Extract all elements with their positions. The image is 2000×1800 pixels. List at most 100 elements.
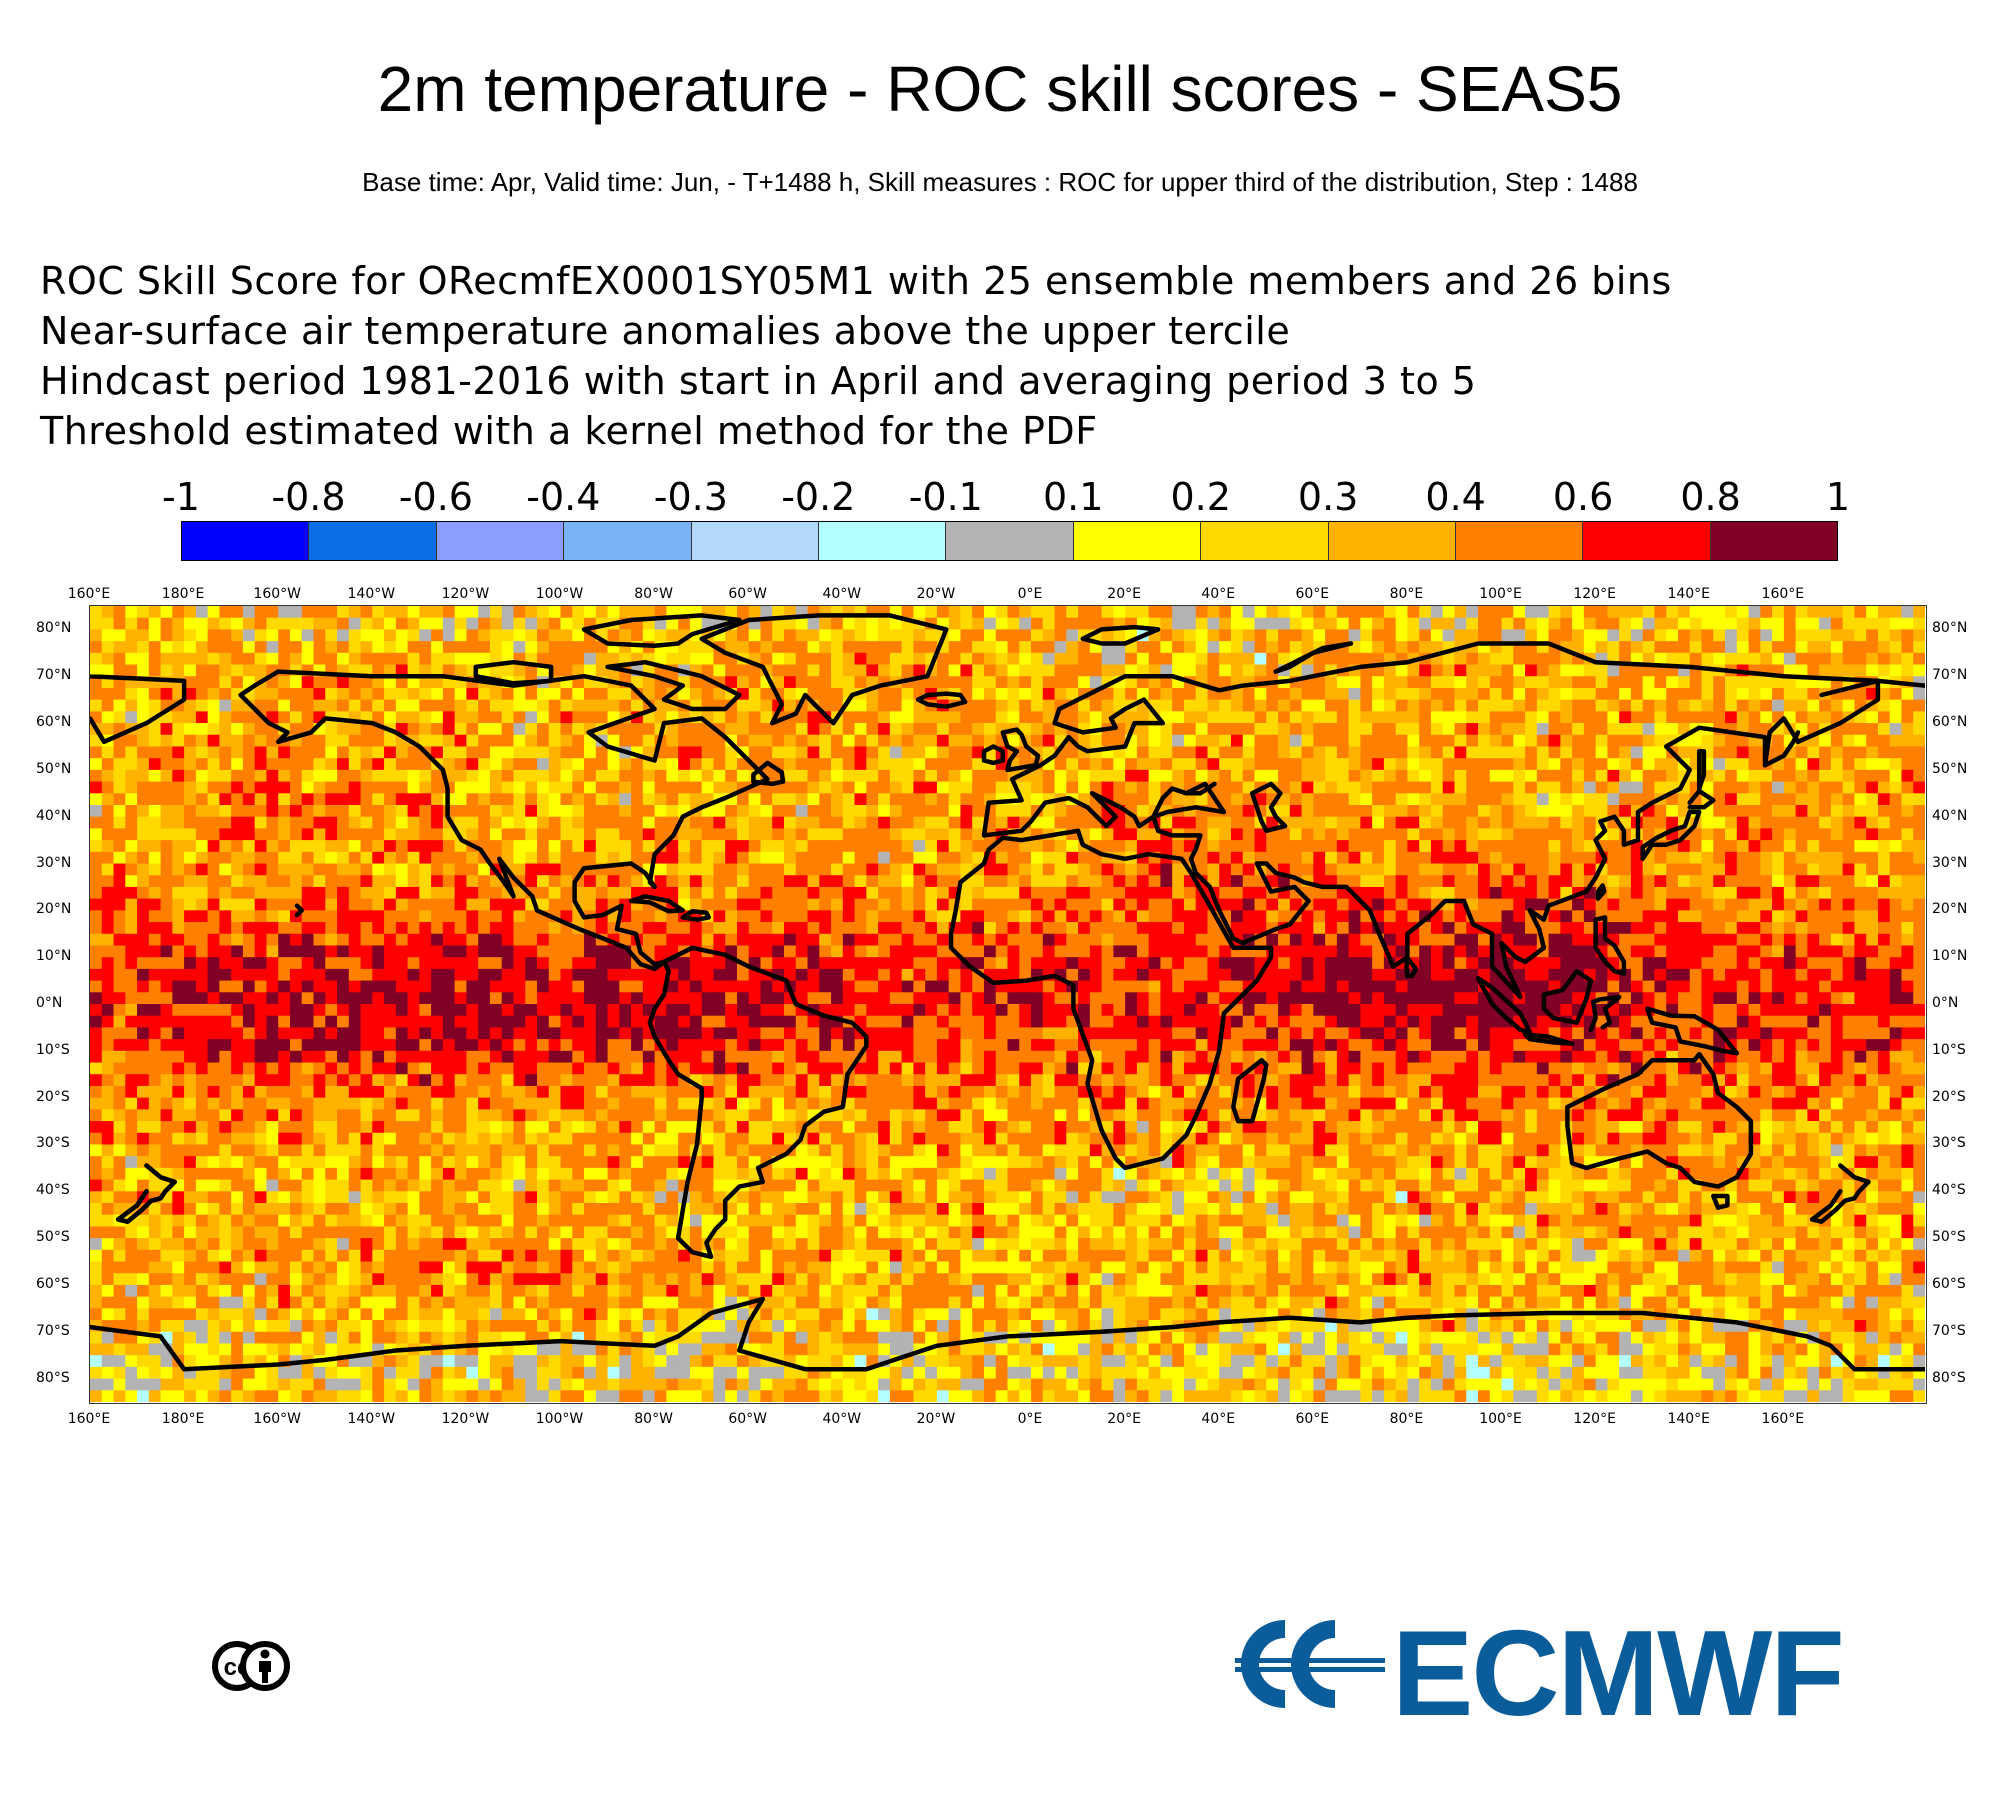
skill-cell: [807, 617, 820, 631]
skill-cell: [795, 863, 809, 876]
skill-cell: [1289, 687, 1303, 701]
skill-cell: [1442, 816, 1456, 830]
skill-cell: [1583, 945, 1597, 958]
skill-cell: [1019, 886, 1032, 900]
skill-cell: [1830, 758, 1844, 771]
skill-cell: [1760, 805, 1773, 818]
skill-cell: [1348, 933, 1361, 947]
skill-cell: [1889, 711, 1903, 724]
skill-cell: [407, 945, 420, 958]
skill-cell: [1795, 652, 1808, 666]
skill-cell: [878, 711, 891, 724]
skill-cell: [913, 851, 926, 865]
skill-cell: [1078, 652, 1091, 666]
skill-cell: [913, 922, 926, 935]
skill-cell: [1172, 922, 1185, 935]
skill-cell: [1230, 699, 1244, 712]
skill-cell: [454, 851, 468, 865]
skill-cell: [372, 781, 385, 794]
skill-cell: [548, 816, 562, 830]
skill-cell: [1572, 957, 1585, 970]
skill-cell: [219, 606, 232, 619]
skill-cell: [1195, 664, 1209, 677]
skill-cell: [1442, 652, 1456, 666]
skill-cell: [854, 781, 867, 794]
skill-cell: [278, 711, 291, 724]
skill-cell: [1607, 781, 1620, 794]
skill-cell: [1442, 840, 1456, 853]
skill-cell: [866, 828, 879, 841]
skill-cell: [489, 793, 503, 806]
skill-cell: [1278, 910, 1291, 923]
skill-cell: [1089, 863, 1103, 876]
skill-cell: [278, 758, 291, 771]
skill-cell: [325, 641, 338, 654]
skill-cell: [1901, 875, 1914, 888]
skill-cell: [1642, 758, 1656, 771]
skill-cell: [1666, 863, 1679, 876]
skill-cell: [1889, 805, 1903, 818]
skill-cell: [960, 828, 973, 841]
skill-cell: [231, 629, 244, 642]
skill-cell: [1242, 746, 1256, 759]
skill-cell: [207, 617, 220, 631]
skill-cell: [1783, 617, 1797, 631]
skill-cell: [125, 805, 138, 818]
skill-cell: [1819, 957, 1832, 970]
skill-cell: [1289, 840, 1303, 853]
skill-cell: [1125, 933, 1138, 947]
skill-cell: [725, 746, 738, 759]
skill-cell: [1301, 933, 1314, 947]
skill-cell: [431, 652, 444, 666]
skill-cell: [1230, 652, 1244, 666]
skill-cell: [1713, 793, 1726, 806]
skill-cell: [1078, 769, 1091, 783]
colorbar-tick-label: -0.2: [781, 475, 856, 519]
skill-cell: [1666, 699, 1679, 712]
skill-cell: [972, 676, 985, 689]
skill-cell: [501, 664, 515, 677]
skill-cell: [1183, 816, 1197, 830]
skill-cell: [1230, 863, 1244, 876]
skill-cell: [654, 922, 667, 935]
skill-cell: [1748, 746, 1761, 759]
skill-cell: [148, 957, 162, 970]
skill-cell: [407, 875, 420, 888]
skill-cell: [1101, 910, 1114, 923]
skill-cell: [419, 945, 432, 958]
skill-cell: [1136, 910, 1150, 923]
skill-cell: [1042, 863, 1056, 876]
skill-cell: [760, 805, 773, 818]
skill-cell: [1360, 758, 1373, 771]
skill-cell: [831, 769, 844, 783]
skill-cell: [1513, 805, 1526, 818]
skill-cell: [419, 781, 432, 794]
skill-cell: [713, 664, 726, 677]
skill-cell: [125, 886, 138, 900]
skill-cell: [760, 945, 773, 958]
skill-cell: [1372, 957, 1385, 970]
skill-cell: [748, 933, 762, 947]
skill-cell: [1501, 617, 1514, 631]
skill-cell: [431, 945, 444, 958]
skill-cell: [1278, 606, 1291, 619]
skill-cell: [313, 781, 326, 794]
skill-cell: [1501, 875, 1514, 888]
skill-cell: [1830, 886, 1844, 900]
skill-cell: [1548, 805, 1561, 818]
skill-cell: [231, 664, 244, 677]
skill-cell: [1007, 687, 1020, 701]
skill-cell: [172, 957, 185, 970]
skill-cell: [160, 805, 173, 818]
skill-cell: [419, 617, 432, 631]
skill-cell: [1525, 922, 1538, 935]
skill-cell: [1336, 816, 1350, 830]
skill-cell: [101, 828, 115, 841]
skill-cell: [901, 746, 914, 759]
skill-cell: [1842, 664, 1856, 677]
skill-cell: [1101, 828, 1114, 841]
skill-cell: [842, 746, 856, 759]
skill-cell: [1207, 699, 1220, 712]
skill-cell: [1430, 840, 1444, 853]
skill-cell: [266, 781, 279, 794]
